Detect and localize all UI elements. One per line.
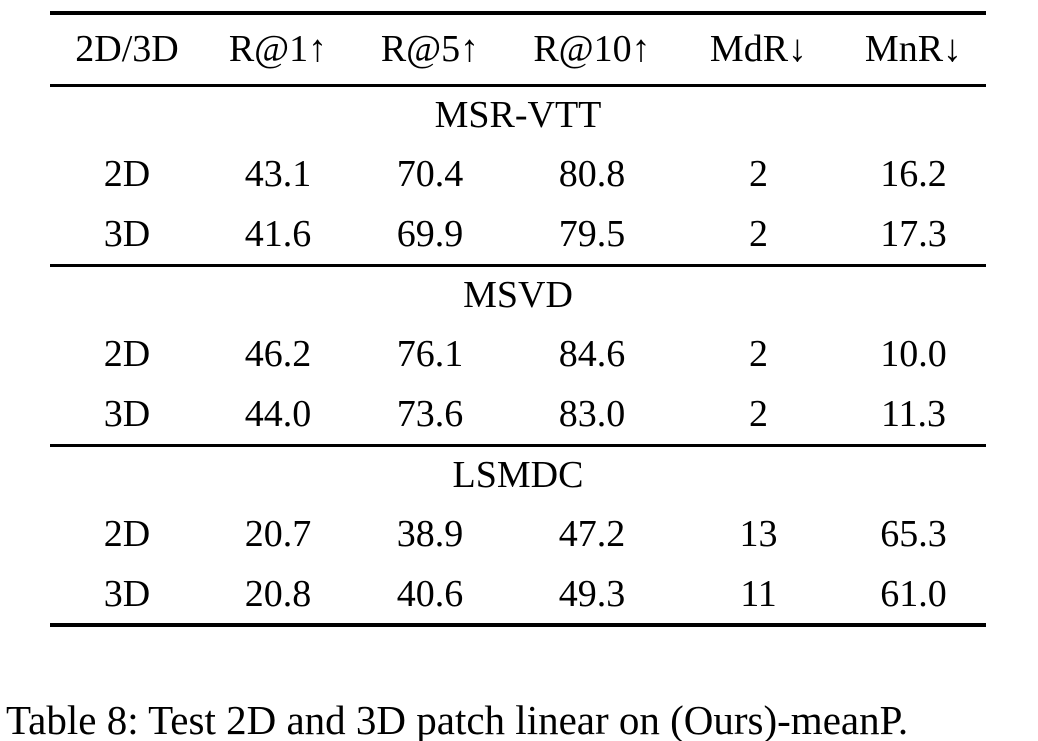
table-cell: 61.0: [880, 572, 947, 615]
table-caption: Table 8: Test 2D and 3D patch linear on …: [6, 697, 909, 741]
column-header: MdR↓: [709, 28, 808, 71]
table-cell: 20.7: [244, 512, 312, 555]
dataset-section-label: LSMDC: [452, 453, 584, 496]
column-header: R@10↑: [533, 28, 651, 71]
section-header-row: LSMDC: [50, 445, 986, 503]
column-header: 2D/3D: [75, 28, 179, 71]
table-cell: 79.5: [558, 212, 626, 255]
section-header-row: MSR-VTT: [50, 85, 986, 143]
table-cell: 83.0: [558, 392, 626, 435]
dataset-section-label: MSVD: [463, 273, 573, 316]
table-row: 2D 20.7 38.9 47.2 13 65.3: [50, 503, 986, 564]
table-cell: 40.6: [396, 572, 464, 615]
row-label: 3D: [103, 212, 151, 255]
table-cell: 46.2: [244, 332, 312, 375]
table-cell: 11: [740, 572, 777, 615]
dataset-section-label: MSR-VTT: [434, 93, 602, 136]
table-cell: 10.0: [880, 332, 947, 375]
table-cell: 13: [739, 512, 778, 555]
row-label: 2D: [103, 332, 151, 375]
table-cell: 70.4: [396, 152, 464, 195]
table-cell: 2: [749, 392, 768, 435]
row-label: 2D: [103, 152, 151, 195]
table-cell: 38.9: [396, 512, 464, 555]
row-label: 3D: [103, 572, 151, 615]
table-cell: 76.1: [396, 332, 464, 375]
table-cell: 41.6: [244, 212, 312, 255]
table-row: 2D 43.1 70.4 80.8 2 16.2: [50, 143, 986, 204]
table-cell: 17.3: [880, 212, 947, 255]
table-cell: 2: [749, 212, 768, 255]
table-row: 3D 41.6 69.9 79.5 2 17.3: [50, 204, 986, 265]
table-cell: 11.3: [880, 392, 947, 435]
table-cell: 84.6: [558, 332, 626, 375]
column-header: R@5↑: [380, 28, 480, 71]
column-header: MnR↓: [864, 28, 963, 71]
table-cell: 69.9: [396, 212, 464, 255]
table-cell: 73.6: [396, 392, 464, 435]
results-table: 2D/3D R@1↑ R@5↑ R@10↑ MdR↓ MnR↓ MSR-VTT …: [50, 11, 986, 627]
table-cell: 2: [749, 332, 768, 375]
table-row: 2D 46.2 76.1 84.6 2 10.0: [50, 323, 986, 384]
column-header: R@1↑: [228, 28, 328, 71]
table-cell: 80.8: [558, 152, 626, 195]
table-cell: 16.2: [880, 152, 947, 195]
table-cell: 49.3: [558, 572, 626, 615]
table-row: 3D 20.8 40.6 49.3 11 61.0: [50, 564, 986, 625]
table-cell: 47.2: [558, 512, 626, 555]
table-cell: 44.0: [244, 392, 312, 435]
row-label: 2D: [103, 512, 151, 555]
table-cell: 20.8: [244, 572, 312, 615]
table-cell: 2: [749, 152, 768, 195]
table-cell: 65.3: [880, 512, 947, 555]
table-row: 3D 44.0 73.6 83.0 2 11.3: [50, 384, 986, 445]
table-cell: 43.1: [244, 152, 312, 195]
row-label: 3D: [103, 392, 151, 435]
section-header-row: MSVD: [50, 265, 986, 323]
paper-table-figure: 2D/3D R@1↑ R@5↑ R@10↑ MdR↓ MnR↓ MSR-VTT …: [0, 11, 1038, 741]
table-header-row: 2D/3D R@1↑ R@5↑ R@10↑ MdR↓ MnR↓: [50, 13, 986, 85]
